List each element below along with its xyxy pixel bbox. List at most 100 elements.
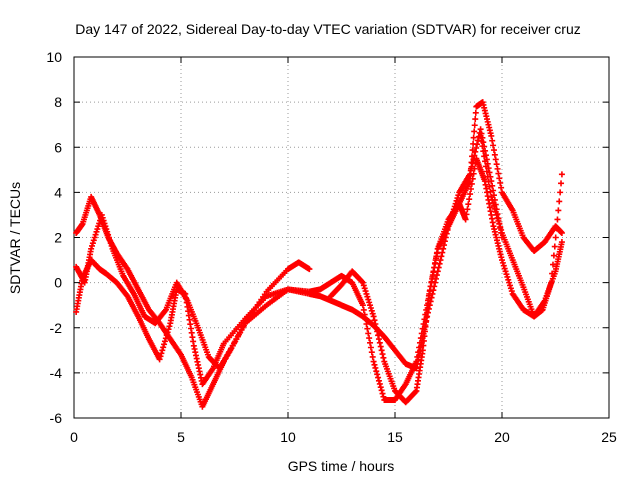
data-point (499, 257, 505, 264)
data-point (368, 307, 375, 314)
data-point (163, 332, 170, 339)
x-tick-label: 5 (177, 429, 185, 445)
data-point (360, 306, 367, 313)
data-point (368, 349, 375, 356)
data-point (412, 388, 419, 395)
x-axis-label: GPS time / hours (288, 458, 395, 474)
data-point (161, 338, 168, 345)
data-point (91, 234, 98, 241)
data-point (482, 158, 489, 165)
data-point (377, 384, 384, 391)
data-point (376, 380, 383, 387)
data-point (466, 196, 473, 203)
data-point (369, 353, 376, 360)
data-point (364, 325, 371, 332)
data-point (493, 211, 500, 218)
data-point (376, 339, 383, 346)
data-point (471, 128, 478, 135)
data-point (367, 339, 374, 346)
series-track-a (73, 193, 313, 410)
data-point (373, 324, 380, 331)
x-tick-label: 0 (70, 429, 78, 445)
y-tick-label: 8 (54, 94, 62, 110)
data-point (470, 140, 477, 147)
data-point (95, 223, 102, 230)
data-point (94, 226, 101, 233)
data-point (465, 201, 472, 208)
data-point (379, 390, 386, 397)
y-tick-label: 4 (54, 184, 62, 200)
data-point (379, 351, 386, 358)
data-point (366, 335, 373, 342)
data-point (359, 302, 366, 309)
data-point (490, 202, 497, 209)
data-point (467, 191, 474, 198)
data-point (506, 279, 513, 286)
data-point (473, 145, 480, 152)
y-tick-label: 2 (54, 230, 62, 246)
data-point (371, 317, 378, 324)
data-point (162, 307, 169, 314)
data-point (93, 228, 100, 235)
data-point (378, 347, 385, 354)
data-point (503, 271, 510, 278)
data-point (550, 252, 557, 259)
data-point (467, 185, 474, 192)
data-point (369, 310, 376, 317)
data-point (489, 137, 496, 144)
data-point (471, 122, 478, 129)
data-point (378, 387, 385, 394)
data-point (375, 374, 382, 381)
data-point (375, 377, 382, 384)
data-point (362, 288, 369, 295)
data-point (556, 198, 563, 205)
data-point (470, 134, 477, 141)
data-point (158, 350, 165, 357)
data-point (106, 237, 113, 244)
data-point (370, 358, 377, 365)
data-point (558, 180, 565, 187)
data-point (502, 268, 509, 275)
data-point (92, 231, 99, 238)
data-point (490, 142, 497, 149)
data-point (485, 178, 492, 185)
data-point (477, 132, 484, 139)
y-tick-label: -2 (50, 320, 63, 336)
data-point (488, 132, 495, 139)
data-point (90, 237, 97, 244)
data-points (73, 99, 565, 410)
x-tick-label: 15 (387, 429, 403, 445)
data-point (553, 225, 560, 232)
data-point (365, 330, 372, 337)
data-point (103, 226, 110, 233)
data-point (493, 161, 500, 168)
x-tick-label: 20 (494, 429, 510, 445)
y-tick-label: 6 (54, 139, 62, 155)
data-point (365, 296, 372, 303)
data-point (366, 299, 373, 306)
data-point (549, 270, 556, 277)
data-point (486, 183, 493, 190)
data-point (306, 266, 313, 273)
data-point (359, 279, 366, 286)
data-point (364, 293, 371, 300)
data-point (416, 339, 423, 346)
series-track-c (73, 99, 565, 403)
data-point (367, 302, 374, 309)
data-point (554, 216, 561, 223)
data-point (162, 335, 169, 342)
data-point (497, 223, 504, 230)
data-point (439, 249, 446, 256)
data-point (482, 163, 489, 170)
data-point (359, 278, 366, 285)
data-point (380, 354, 387, 361)
data-point (373, 368, 380, 375)
data-point (156, 356, 163, 363)
series-track-b (73, 126, 505, 388)
data-point (504, 273, 511, 280)
data-point (370, 313, 377, 320)
data-point (469, 153, 476, 160)
data-point (108, 242, 115, 249)
data-point (507, 282, 514, 289)
data-point (161, 341, 168, 348)
